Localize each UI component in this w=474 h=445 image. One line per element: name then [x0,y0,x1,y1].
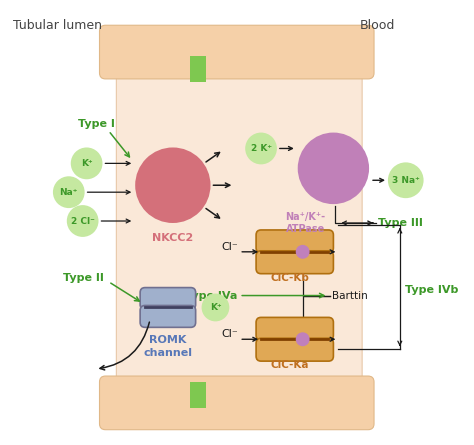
Circle shape [201,294,229,321]
Circle shape [296,245,310,259]
Text: ClC-Kb: ClC-Kb [270,273,309,283]
Text: K⁺: K⁺ [81,159,92,168]
Text: Type I: Type I [78,119,115,129]
Circle shape [298,133,369,204]
Text: 3 Na⁺: 3 Na⁺ [392,176,419,185]
FancyBboxPatch shape [190,56,206,82]
Text: Tubular lumen: Tubular lumen [13,19,102,32]
FancyBboxPatch shape [256,338,333,361]
Text: Barttin: Barttin [332,291,368,300]
Circle shape [67,205,99,237]
Text: Blood: Blood [360,19,395,32]
FancyBboxPatch shape [256,251,333,274]
FancyBboxPatch shape [256,230,333,253]
Circle shape [245,133,277,164]
FancyBboxPatch shape [256,317,333,340]
Text: K⁺: K⁺ [210,303,221,312]
FancyBboxPatch shape [140,287,196,309]
Text: ClC-Ka: ClC-Ka [271,360,309,370]
Text: Type III: Type III [378,218,423,228]
Text: NKCC2: NKCC2 [152,233,193,243]
Text: ROMK
channel: ROMK channel [144,335,192,358]
Circle shape [71,147,102,179]
Text: Cl⁻: Cl⁻ [221,242,238,252]
Circle shape [296,332,310,346]
Circle shape [53,176,85,208]
Text: Type IVa: Type IVa [185,291,237,300]
Text: 2 K⁺: 2 K⁺ [251,144,272,153]
Text: 2 Cl⁻: 2 Cl⁻ [71,217,95,226]
FancyBboxPatch shape [116,55,362,393]
FancyBboxPatch shape [100,25,374,79]
Text: Type IVb: Type IVb [405,285,458,295]
Text: Type II: Type II [63,273,104,283]
Circle shape [388,162,424,198]
Circle shape [135,147,210,223]
FancyBboxPatch shape [100,376,374,430]
Text: Cl⁻: Cl⁻ [221,329,238,339]
FancyBboxPatch shape [190,382,206,408]
FancyBboxPatch shape [140,305,196,328]
Text: Na⁺: Na⁺ [60,188,78,197]
Text: Na⁺/K⁺-
ATPase: Na⁺/K⁺- ATPase [286,212,326,234]
